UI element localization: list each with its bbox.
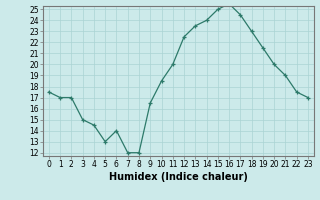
- X-axis label: Humidex (Indice chaleur): Humidex (Indice chaleur): [109, 172, 248, 182]
